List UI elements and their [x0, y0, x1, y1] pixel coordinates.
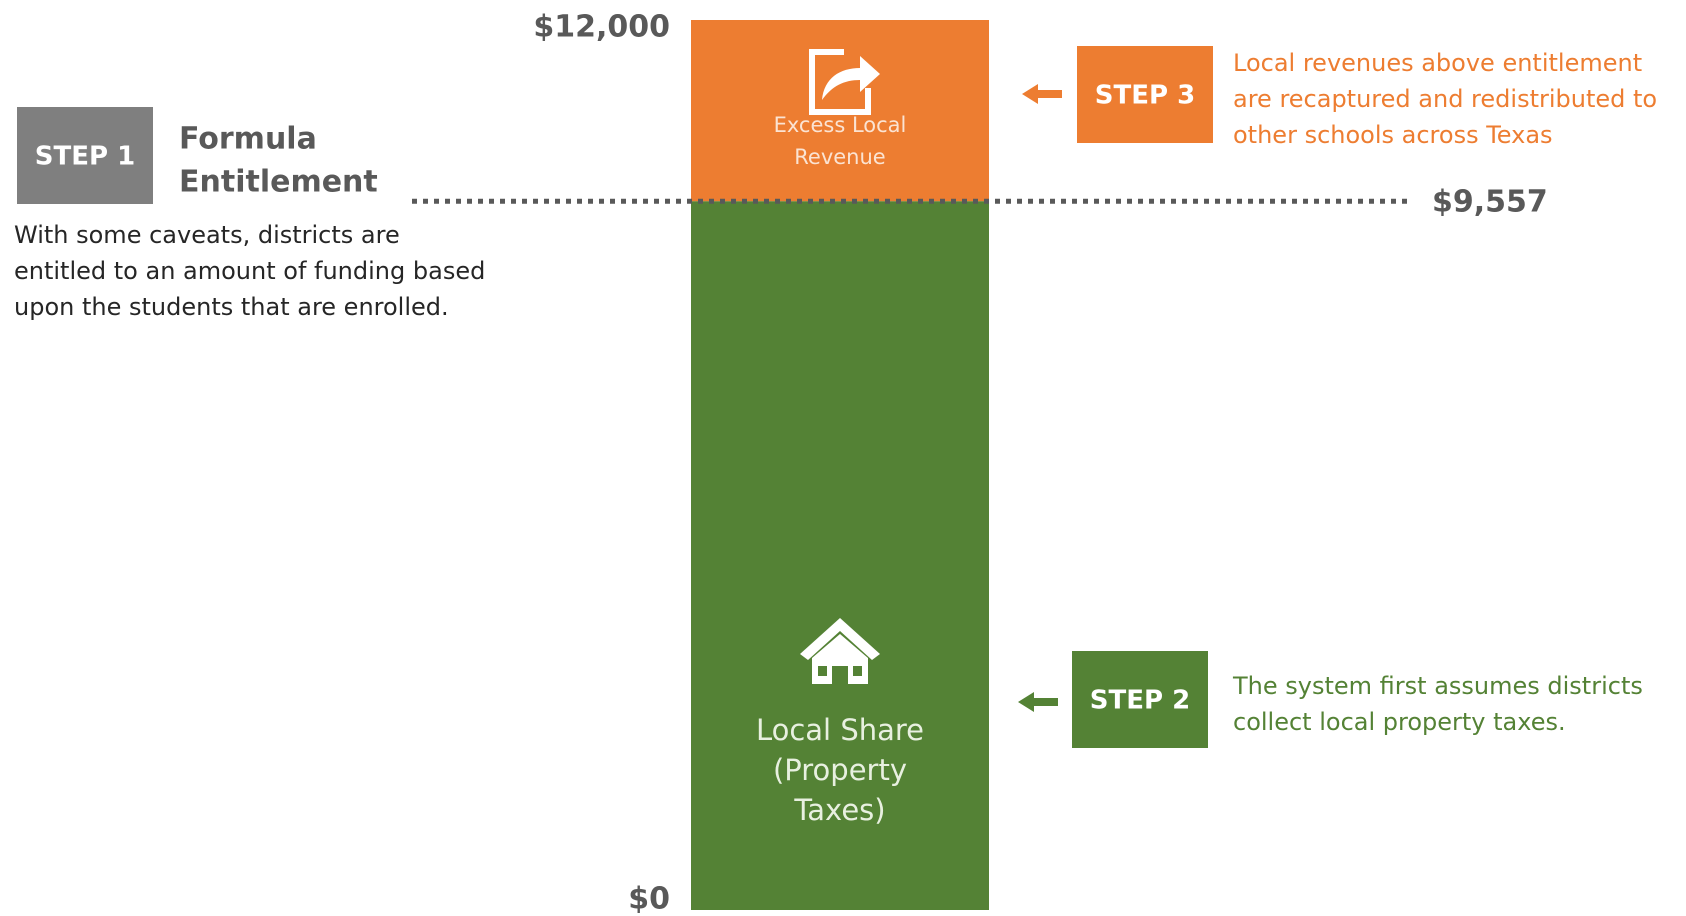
step-text: The system first assumes districts	[1232, 672, 1643, 700]
step-badge	[1077, 46, 1213, 143]
segment-label: Local Share	[756, 713, 924, 747]
step-title: Entitlement	[179, 165, 378, 200]
step-badge-label: STEP 3	[1095, 81, 1195, 111]
step-badge	[1072, 651, 1208, 748]
bar-segment	[691, 201, 989, 911]
segment-label: Revenue	[794, 145, 885, 169]
step-arrow	[1018, 692, 1058, 712]
step-text: upon the students that are enrolled.	[14, 293, 449, 321]
step-badge-label: STEP 1	[35, 142, 135, 172]
reference-label: $9,557	[1432, 185, 1548, 220]
step-text: With some caveats, districts are	[14, 221, 400, 249]
step-badge	[17, 107, 153, 204]
icon-arrow	[822, 56, 880, 100]
step-text: entitled to an amount of funding based	[14, 257, 485, 285]
step-title: Formula	[179, 122, 317, 157]
step-arrow	[1022, 84, 1062, 104]
icon-box	[809, 49, 871, 115]
segment-label: (Property	[773, 753, 907, 787]
y-tick-label: $12,000	[533, 10, 670, 45]
step-badge-label: STEP 2	[1090, 686, 1190, 716]
share-icon	[809, 49, 880, 115]
step-text: Local revenues above entitlement	[1233, 49, 1642, 77]
step-text: collect local property taxes.	[1233, 708, 1566, 736]
step-text: other schools across Texas	[1233, 121, 1553, 149]
segment-label: Excess Local	[774, 113, 907, 137]
house-body	[812, 634, 868, 684]
y-tick-label: $0	[628, 882, 670, 916]
house-icon	[800, 618, 880, 684]
house-roof	[800, 618, 880, 660]
step-text: are recaptured and redistributed to	[1233, 85, 1657, 113]
segment-label: Taxes)	[793, 793, 885, 827]
